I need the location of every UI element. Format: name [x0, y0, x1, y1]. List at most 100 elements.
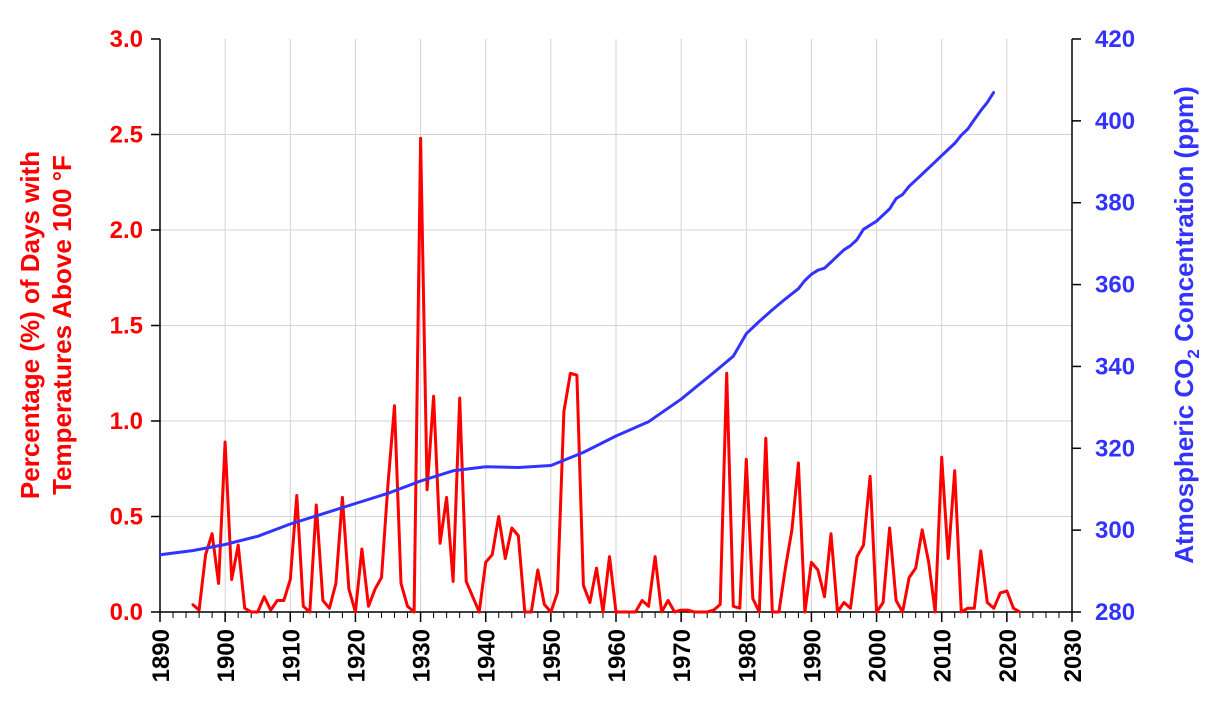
hot-days-point — [517, 534, 520, 537]
hot-days-point — [549, 610, 553, 614]
co2-point — [614, 434, 618, 438]
hot-days-point — [738, 607, 741, 610]
hot-days-point — [497, 515, 500, 518]
hot-days-point — [966, 607, 969, 610]
co2-point — [549, 464, 553, 467]
co2-point — [771, 308, 774, 312]
co2-point — [647, 420, 650, 423]
right-axis-title-suffix: Concentration (ppm) — [1169, 86, 1199, 349]
hot-days-point — [334, 582, 338, 585]
hot-days-point — [940, 456, 943, 459]
hot-days-point — [921, 528, 924, 532]
co2-point — [979, 109, 982, 112]
x-tick-label: 1930 — [409, 629, 436, 682]
hot-days-point — [634, 610, 637, 614]
right-tick-label: 300 — [1095, 517, 1135, 544]
hot-days-point — [712, 608, 715, 612]
hot-days-point — [823, 595, 826, 598]
right-axis-title-sub: 2 — [1184, 349, 1203, 358]
co2-point — [758, 320, 761, 323]
hot-days-point — [979, 549, 982, 553]
hot-days-point — [803, 610, 807, 614]
hot-days-point — [621, 610, 624, 614]
hot-days-point — [875, 610, 878, 614]
hot-days-point — [907, 576, 911, 579]
hot-days-point — [380, 576, 383, 579]
hot-days-point — [901, 610, 904, 614]
hot-days-point — [243, 607, 246, 610]
labels: Percentage (%) of Days with Temperatures… — [15, 26, 1203, 682]
co2-point — [386, 492, 390, 495]
hot-days-point — [999, 591, 1002, 595]
hot-days-point — [855, 555, 859, 558]
hot-days-point — [543, 603, 546, 606]
co2-point — [901, 193, 904, 196]
co2-point — [849, 244, 852, 247]
hot-days-point — [1018, 610, 1022, 614]
co2-point — [921, 172, 924, 176]
hot-days-point — [927, 561, 930, 564]
hot-days-point — [640, 599, 644, 602]
hot-days-point — [679, 608, 683, 612]
hot-days-point — [484, 561, 487, 564]
hot-days-point — [321, 599, 325, 602]
hot-days-point — [556, 591, 559, 595]
right-tick-label: 400 — [1095, 108, 1135, 135]
co2-point — [191, 549, 194, 552]
co2-point — [582, 451, 585, 454]
left-tick-label: 3.0 — [110, 26, 143, 53]
co2-point — [256, 535, 259, 538]
co2-point — [823, 267, 826, 270]
hot-days-point — [367, 605, 370, 608]
hot-days-point — [888, 526, 891, 530]
hot-days-point — [451, 580, 455, 583]
hot-days-point — [745, 458, 748, 461]
co2-point — [797, 287, 800, 290]
left-tick-label: 0.0 — [110, 599, 143, 626]
hot-days-point — [230, 578, 233, 581]
hot-days-point — [445, 496, 448, 499]
co2-point — [888, 207, 891, 211]
x-tick-label: 1960 — [604, 629, 631, 682]
co2-point — [784, 297, 787, 301]
hot-days-point — [699, 610, 702, 614]
hot-days-point — [197, 608, 201, 612]
co2-point — [940, 154, 943, 157]
left-axis-title-line-1: Percentage (%) of Days with — [15, 151, 45, 499]
hot-days-point — [373, 587, 377, 591]
hot-days-point — [523, 610, 526, 614]
hot-days-point — [471, 595, 474, 598]
series — [158, 91, 1022, 614]
left-tick-label: 2.0 — [110, 217, 143, 244]
hot-days-point — [914, 566, 917, 570]
x-tick-label: 2030 — [1060, 629, 1087, 682]
hot-days-point — [504, 557, 507, 560]
hot-days-point — [693, 610, 696, 614]
hot-days-point — [719, 603, 722, 606]
co2-series-line — [159, 91, 996, 557]
right-tick-label: 380 — [1095, 190, 1135, 217]
right-tick-label: 280 — [1095, 599, 1135, 626]
hot-days-point — [1005, 589, 1009, 593]
x-tick-label: 2000 — [865, 629, 892, 682]
hot-days-point — [627, 610, 631, 614]
hot-days-point — [758, 610, 761, 614]
hot-days-point — [530, 610, 533, 614]
hot-days-point — [276, 599, 279, 602]
hot-days-point — [237, 543, 240, 547]
hot-days-point — [868, 475, 872, 478]
co2-point — [868, 224, 872, 227]
hot-days-point — [706, 610, 709, 614]
hot-days-point — [947, 557, 950, 560]
right-tick-label: 320 — [1095, 435, 1135, 462]
hot-days-point — [686, 608, 689, 612]
hot-days-point — [751, 597, 754, 600]
right-tick-label: 340 — [1095, 353, 1135, 380]
hot-days-point — [256, 610, 259, 614]
co2-point — [732, 355, 735, 358]
co2-point — [158, 553, 162, 556]
hot-days-point — [425, 488, 429, 491]
hot-days-point — [217, 582, 220, 585]
hot-days-point — [360, 547, 364, 551]
